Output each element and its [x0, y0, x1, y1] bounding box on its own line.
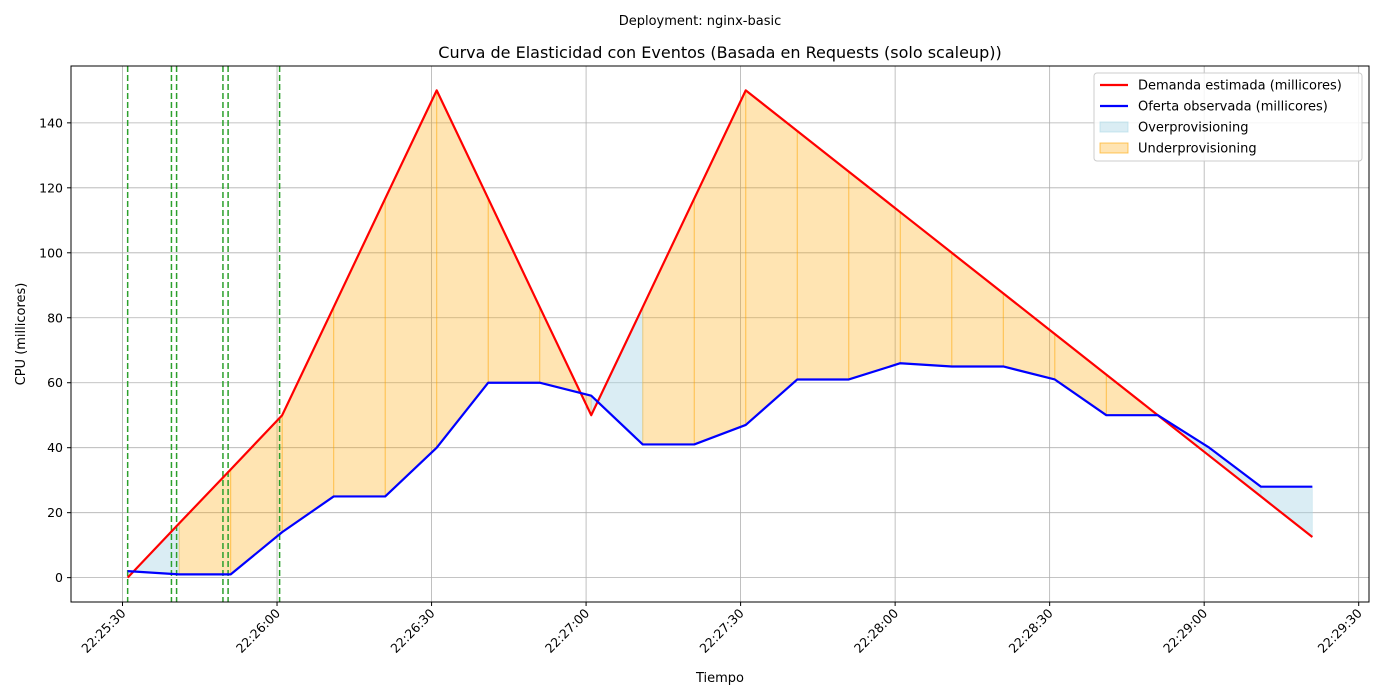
underprovisioning-area-17 — [1002, 292, 1056, 381]
y-tick-label-0: 0 — [55, 570, 63, 585]
underprovisioning-area-16 — [951, 251, 1004, 367]
supply-series-line — [127, 362, 1313, 576]
y-tick-label-7: 140 — [39, 115, 63, 130]
underprovisioning-area-12 — [745, 89, 798, 427]
legend-supply-label: Oferta observada (millicores) — [1138, 100, 1328, 115]
x-tick-label-8: 22:29:30 — [1315, 605, 1365, 655]
y-tick-label-6: 120 — [39, 180, 63, 195]
x-tick-label-0: 22:25:30 — [78, 605, 128, 655]
overprovisioning-area-9 — [590, 306, 644, 446]
legend: Demanda estimada (millicores) Oferta obse… — [1093, 72, 1363, 162]
legend-overprovisioning-swatch — [1099, 121, 1129, 133]
underprovisioning-area-10 — [642, 198, 695, 445]
y-tick-label-4: 80 — [47, 310, 63, 325]
y-tick-label-2: 40 — [47, 440, 63, 455]
plot-area: 0 20 40 60 80 100 120 140 22:25:30 22:26:00 22:26:… — [39, 65, 1370, 656]
x-axis-label: Tiempo — [695, 671, 744, 686]
legend-box — [1093, 72, 1363, 162]
chart-suptitle: Deployment: nginx-basic — [619, 14, 782, 29]
legend-underprovisioning-label: Underprovisioning — [1138, 142, 1257, 157]
x-tick-label-1: 22:26:00 — [233, 605, 283, 655]
underprovisioning-area-5 — [384, 90, 438, 498]
underprovisioning-area-18 — [1054, 332, 1107, 417]
axes-frame — [70, 65, 1370, 603]
underprovisioning-area-13 — [796, 129, 850, 380]
x-tick-label-3: 22:27:00 — [542, 605, 592, 655]
x-tick-label-2: 22:26:30 — [387, 605, 437, 655]
legend-overprovisioning-label: Overprovisioning — [1138, 121, 1249, 136]
x-tick-label-6: 22:28:30 — [1005, 605, 1055, 655]
underprovisioning-area-14 — [848, 170, 901, 381]
underprovisioning-area-4 — [333, 198, 386, 497]
overprovisioning-area-22 — [1260, 486, 1313, 539]
legend-demand-label: Demanda estimada (millicores) — [1138, 79, 1342, 94]
y-tick-label-3: 60 — [47, 375, 63, 390]
x-tick-label-7: 22:29:00 — [1160, 605, 1210, 655]
underprovisioning-area-15 — [899, 211, 953, 368]
y-axis-label: CPU (millicores) — [14, 283, 29, 386]
y-tick-label-1: 20 — [47, 505, 63, 520]
underprovisioning-area-2 — [230, 413, 283, 576]
chart-title: Curva de Elasticidad con Eventos (Basada… — [438, 43, 1001, 62]
demand-series-line — [126, 89, 1314, 579]
underprovisioning-area-3 — [281, 306, 335, 534]
x-tick-label-5: 22:28:00 — [851, 605, 901, 655]
y-tick-label-5: 100 — [39, 245, 63, 260]
x-tick-label-4: 22:27:30 — [696, 605, 746, 655]
legend-underprovisioning-swatch — [1099, 142, 1129, 154]
